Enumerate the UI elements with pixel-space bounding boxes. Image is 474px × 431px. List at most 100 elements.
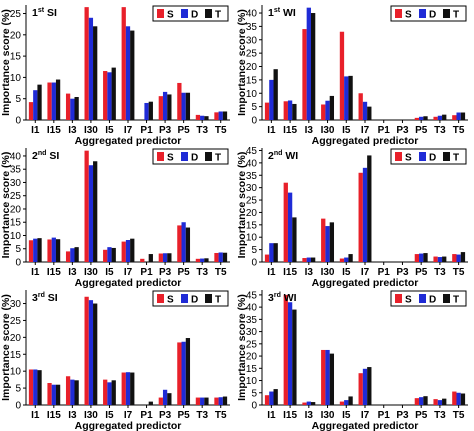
x-tick-label: T3	[434, 125, 446, 136]
bar-T-T5	[460, 252, 466, 262]
bar-T-I1	[37, 238, 42, 262]
bar-S-I1	[28, 102, 34, 120]
bar-D-I1	[269, 79, 274, 120]
bar-D-I1	[269, 391, 274, 405]
bar-S-I7	[121, 7, 126, 121]
chart-panel-5: 0 5 10 15 20 25 30 I1 I15 I3 I30 I5 I7 P1 P3 P5 T3 T5 Aggr…	[0, 290, 230, 431]
bar-T-I7	[367, 106, 372, 120]
bar-T-I30	[93, 161, 98, 262]
bar-S-I15	[47, 383, 52, 405]
bar-D-T5	[218, 111, 223, 120]
bar-S-I30	[321, 104, 326, 120]
bar-D-I30	[88, 165, 94, 262]
bar-S-I5	[339, 31, 345, 121]
y-tick-label: 20	[10, 333, 22, 344]
bar-T-I7	[130, 30, 135, 121]
bar-D-I3	[306, 401, 311, 405]
chart-panel-1: 0 5 10 15 20 25 I1 I15 I3 I30 I5 I7 P1 P3 P5 T3 T5 Aggreg…	[0, 5, 230, 147]
bar-D-T5	[218, 397, 223, 405]
y-tick-label: 10	[246, 376, 258, 387]
panel-title: 2nd WI	[268, 150, 298, 162]
x-tick-label: I5	[342, 125, 351, 136]
bar-S-I3	[65, 93, 71, 120]
y-tick-label: 0	[251, 258, 257, 269]
y-tick-label: 10	[246, 89, 258, 100]
x-tick-label: P1	[140, 267, 153, 278]
bar-D-I15	[287, 302, 293, 405]
bar-D-I30	[325, 349, 330, 405]
x-tick-label: I5	[342, 267, 351, 278]
legend-swatch-T	[205, 9, 212, 18]
legend-label-S: S	[167, 295, 174, 306]
bar-T-P1	[148, 254, 153, 262]
x-tick-label: I7	[361, 267, 370, 278]
x-tick-label: I7	[361, 410, 370, 421]
bar-D-I3	[70, 98, 75, 120]
y-tick-label: 10	[10, 231, 22, 242]
y-tick-label: 15	[10, 218, 22, 229]
bar-T-T5	[222, 111, 228, 120]
y-tick-label: 35	[10, 165, 22, 176]
bar-T-P5	[423, 253, 428, 262]
bar-T-P5	[423, 396, 428, 405]
bar-S-I15	[47, 239, 52, 262]
legend-label-T: T	[215, 10, 221, 21]
y-tick-label: 25	[246, 49, 258, 60]
y-tick-label: 40	[10, 151, 22, 162]
x-tick-label: I30	[321, 267, 335, 278]
bar-S-P3	[158, 96, 163, 120]
bar-S-I1	[264, 254, 270, 262]
y-tick-label: 25	[246, 196, 258, 207]
y-tick-label: 10	[10, 367, 22, 378]
bar-D-I3	[306, 257, 311, 262]
x-tick-label: I1	[267, 125, 276, 136]
bar-D-I7	[362, 101, 368, 120]
x-tick-label: I3	[68, 125, 77, 136]
bar-S-P3	[158, 253, 163, 262]
x-tick-label: I1	[267, 410, 276, 421]
bar-S-I3	[65, 376, 71, 405]
x-tick-label: I3	[68, 267, 77, 278]
bar-T-I1	[37, 84, 42, 120]
legend-label-D: D	[191, 10, 198, 21]
x-tick-label: T5	[453, 267, 465, 278]
bar-S-I5	[103, 379, 108, 405]
bar-T-I7	[367, 367, 372, 405]
x-axis-label: Aggregated predictor	[312, 420, 419, 431]
y-tick-label: 5	[251, 388, 257, 399]
bar-S-I5	[103, 71, 108, 120]
bar-T-I1	[273, 69, 278, 120]
y-tick-label: 5	[15, 244, 21, 255]
x-tick-label: P3	[396, 410, 409, 421]
legend-swatch-T	[205, 294, 212, 303]
bar-D-I15	[51, 384, 56, 405]
bar-S-I7	[358, 172, 363, 262]
y-axis-label: Importance score (%)	[0, 294, 12, 401]
bar-S-T5	[214, 397, 219, 405]
bar-D-P5	[419, 253, 424, 262]
x-tick-label: I3	[305, 125, 314, 136]
panel-title: 3rd WI	[268, 292, 297, 304]
bar-S-T3	[195, 397, 201, 405]
bar-S-P5	[414, 117, 420, 120]
y-tick-label: 35	[246, 171, 258, 182]
x-tick-label: T5	[215, 125, 227, 136]
bar-T-T3	[442, 256, 447, 262]
legend-label-T: T	[215, 153, 221, 164]
bar-D-I1	[269, 243, 274, 262]
bar-S-I7	[121, 241, 126, 262]
bar-D-I30	[325, 226, 330, 262]
bar-S-I15	[283, 182, 288, 262]
x-tick-label: I7	[124, 267, 133, 278]
bar-S-P5	[414, 398, 420, 405]
bar-D-I15	[287, 192, 293, 262]
y-tick-label: 5	[251, 245, 257, 256]
bar-S-T3	[195, 114, 201, 120]
bar-T-I30	[329, 95, 335, 120]
x-tick-label: I15	[283, 125, 297, 136]
legend-swatch-S	[157, 9, 164, 18]
